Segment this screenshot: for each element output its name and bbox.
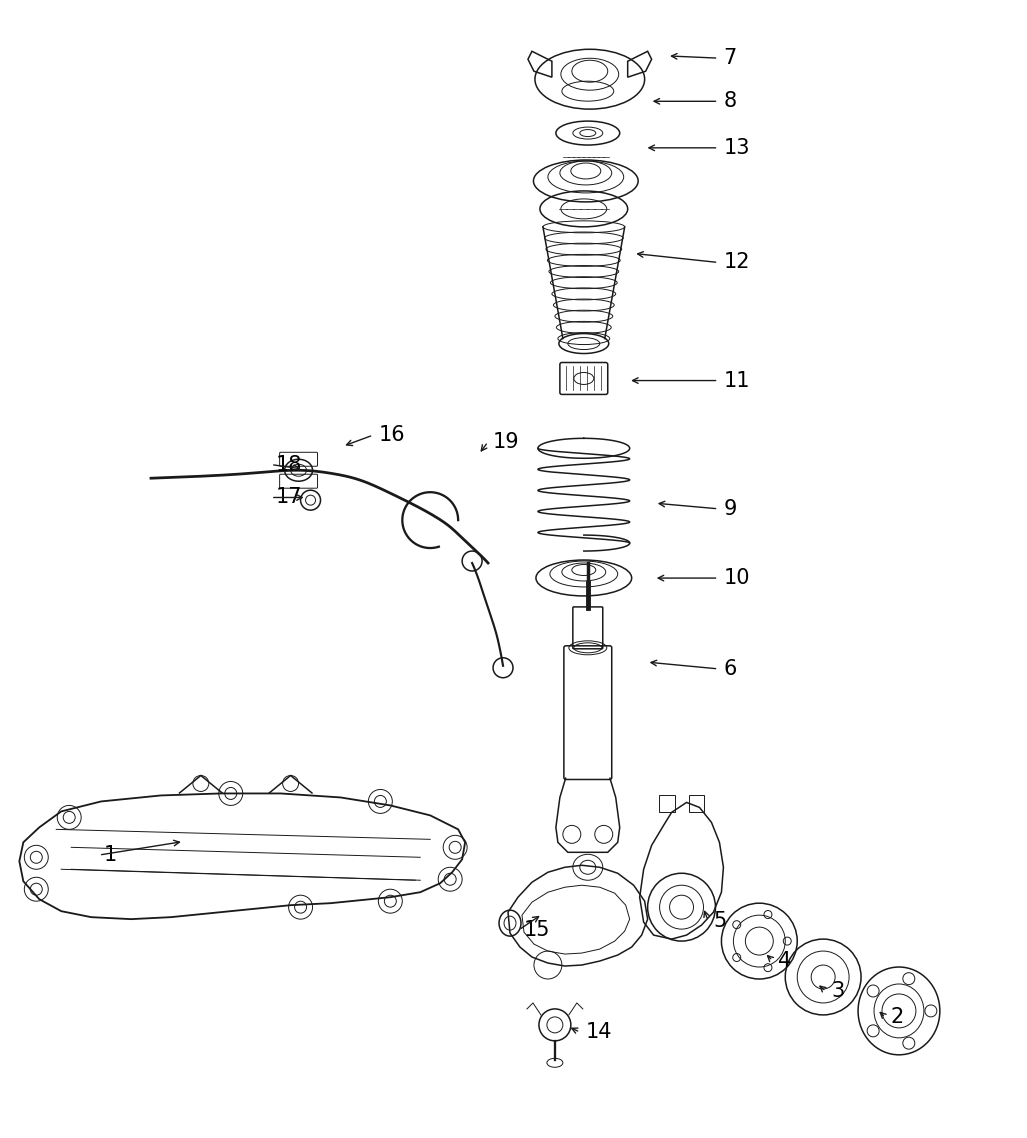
- Text: 14: 14: [585, 1022, 612, 1042]
- Text: 5: 5: [713, 910, 726, 931]
- Text: 18: 18: [276, 454, 302, 475]
- Text: 2: 2: [890, 1007, 904, 1028]
- Text: 13: 13: [723, 138, 750, 158]
- Text: 7: 7: [723, 48, 736, 68]
- Text: 9: 9: [723, 498, 736, 519]
- Text: 19: 19: [493, 431, 520, 452]
- Text: 8: 8: [723, 91, 736, 112]
- Text: 6: 6: [723, 659, 736, 679]
- Text: 11: 11: [723, 371, 750, 390]
- Text: 17: 17: [276, 487, 302, 508]
- Text: 16: 16: [378, 426, 405, 445]
- Text: 10: 10: [723, 568, 750, 588]
- Text: 12: 12: [723, 253, 750, 272]
- Text: 3: 3: [831, 981, 844, 1001]
- Text: 15: 15: [524, 920, 550, 940]
- Text: 4: 4: [777, 950, 791, 971]
- Text: 1: 1: [104, 846, 117, 865]
